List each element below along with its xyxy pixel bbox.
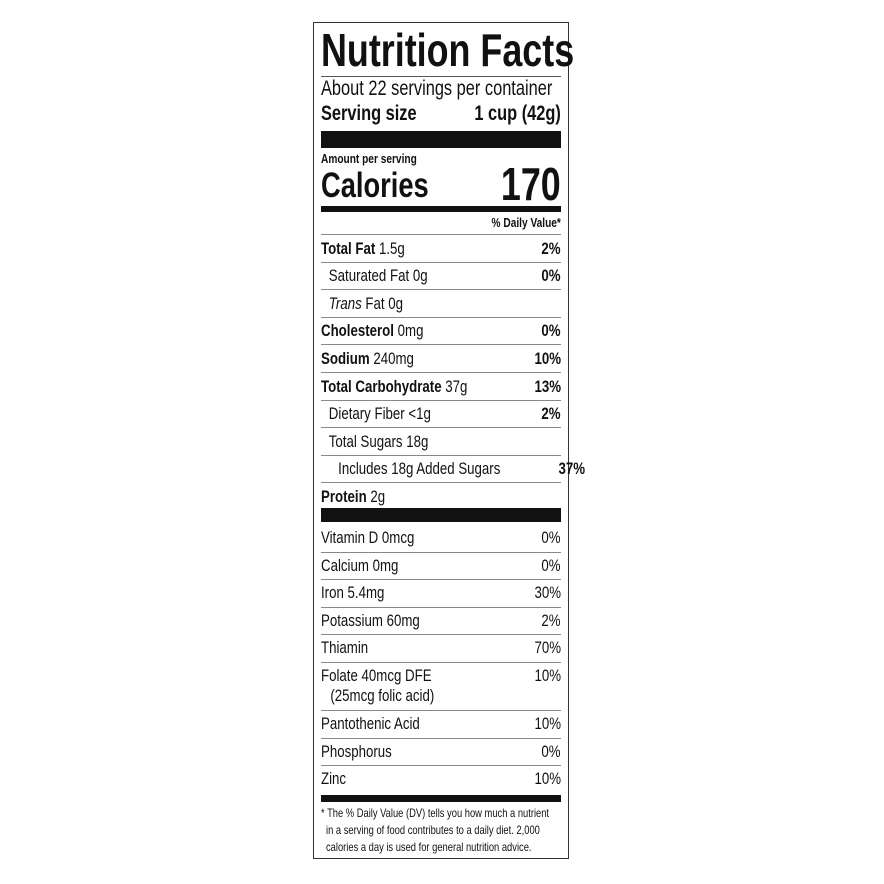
medium-divider (321, 206, 561, 212)
thick-divider (321, 508, 561, 522)
vitamin-row: Calcium 0mg 0% (321, 553, 561, 581)
vitamin-name: Pantothenic Acid (321, 714, 420, 733)
nutrient-name: Protein (321, 486, 367, 506)
nutrient-row: Includes 18g Added Sugars 37% (321, 456, 585, 483)
nutrient-row: Saturated Fat 0g 0% (321, 263, 561, 290)
nutrient-amount: Fat 0g (365, 293, 404, 313)
vitamin-dv: 10% (534, 666, 561, 685)
vitamin-name: Potassium 60mg (321, 610, 420, 630)
nutrient-amount: 37g (445, 376, 468, 396)
vitamin-name: Folate 40mcg DFE (321, 666, 432, 685)
nutrient-amount: 1.5g (378, 238, 405, 258)
nutrient-dv: 13% (534, 376, 561, 396)
nutrient-dv: 0% (541, 321, 561, 341)
serving-size-label: Serving size (321, 102, 417, 125)
nutrient-dv: 0% (541, 266, 561, 286)
nutrient-name: Total Carbohydrate (321, 376, 442, 396)
nutrient-row: Sodium 240mg 10% (321, 345, 561, 372)
vitamin-row: Zinc 10% (321, 766, 561, 794)
nutrient-amount: 2g (370, 486, 386, 506)
nutrient-name: Dietary Fiber (328, 404, 405, 424)
nutrient-row: Dietary Fiber <1g 2% (321, 401, 561, 428)
label-title: Nutrition Facts (321, 24, 575, 76)
nutrient-name: Includes 18g Added Sugars (338, 459, 501, 479)
daily-value-header: % Daily Value* (491, 215, 561, 230)
vitamin-row: Pantothenic Acid 10% (321, 711, 561, 739)
nutrient-amount: 0mg (397, 321, 424, 341)
nutrient-row: Cholesterol 0mg 0% (321, 318, 561, 345)
nutrient-amount: 240mg (373, 348, 414, 368)
amount-per-serving: Amount per serving (321, 151, 417, 166)
nutrient-dv: 2% (541, 238, 561, 258)
vitamin-row: Folate 40mcg DFE (25mcg folic acid) 10% (321, 663, 561, 711)
vitamin-dv: 0% (541, 741, 561, 761)
nutrition-facts-label: Nutrition Facts About 22 servings per co… (313, 22, 585, 859)
footnote: * The % Daily Value (DV) tells you how m… (321, 806, 550, 854)
vitamin-sub: (25mcg folic acid) (330, 686, 435, 705)
vitamin-dv: 2% (541, 610, 561, 630)
nutrient-amount: <1g (408, 404, 431, 424)
vitamin-dv: 10% (534, 769, 561, 789)
vitamin-name: Vitamin D 0mcg (321, 528, 415, 547)
nutrient-dv: 37% (558, 459, 585, 479)
vitamin-row: Potassium 60mg 2% (321, 608, 561, 636)
vitamin-name: Iron 5.4mg (321, 583, 385, 603)
nutrient-row: Trans Fat 0g (321, 290, 561, 317)
vitamin-dv: 0% (541, 555, 561, 575)
nutrient-name: Trans (328, 293, 362, 313)
calories-value: 170 (501, 158, 561, 210)
vitamin-name: Thiamin (321, 638, 369, 658)
vitamin-dv: 10% (534, 714, 561, 733)
vitamin-name: Zinc (321, 769, 347, 789)
serving-size-value: 1 cup (42g) (474, 102, 561, 125)
nutrient-name: Total Fat (321, 238, 376, 258)
nutrient-row: Protein 2g (321, 483, 561, 510)
vitamin-row: Vitamin D 0mcg 0% (321, 525, 561, 553)
medium-divider (321, 795, 561, 802)
servings-per-container: About 22 servings per container (321, 77, 553, 100)
vitamin-row: Phosphorus 0% (321, 739, 561, 767)
calories-label: Calories (321, 166, 429, 205)
nutrient-dv: 2% (541, 404, 561, 424)
nutrient-name: Saturated Fat (328, 266, 410, 286)
nutrient-dv: 10% (534, 348, 561, 368)
vitamin-dv: 0% (541, 528, 561, 547)
thick-divider (321, 131, 561, 148)
nutrient-name: Total Sugars (328, 431, 403, 451)
nutrient-name: Sodium (321, 348, 370, 368)
vitamin-dv: 30% (534, 583, 561, 603)
vitamin-dv: 70% (534, 638, 561, 658)
nutrient-amount: 0g (412, 266, 428, 286)
vitamin-name: Phosphorus (321, 741, 392, 761)
vitamin-row: Thiamin 70% (321, 635, 561, 663)
nutrient-row: Total Carbohydrate 37g 13% (321, 373, 561, 400)
nutrient-name: Cholesterol (321, 321, 394, 341)
nutrient-amount: 18g (406, 431, 429, 451)
nutrient-row: Total Fat 1.5g 2% (321, 235, 561, 262)
vitamin-row: Iron 5.4mg 30% (321, 580, 561, 608)
nutrient-row: Total Sugars 18g (321, 428, 561, 455)
vitamin-name: Calcium 0mg (321, 555, 399, 575)
